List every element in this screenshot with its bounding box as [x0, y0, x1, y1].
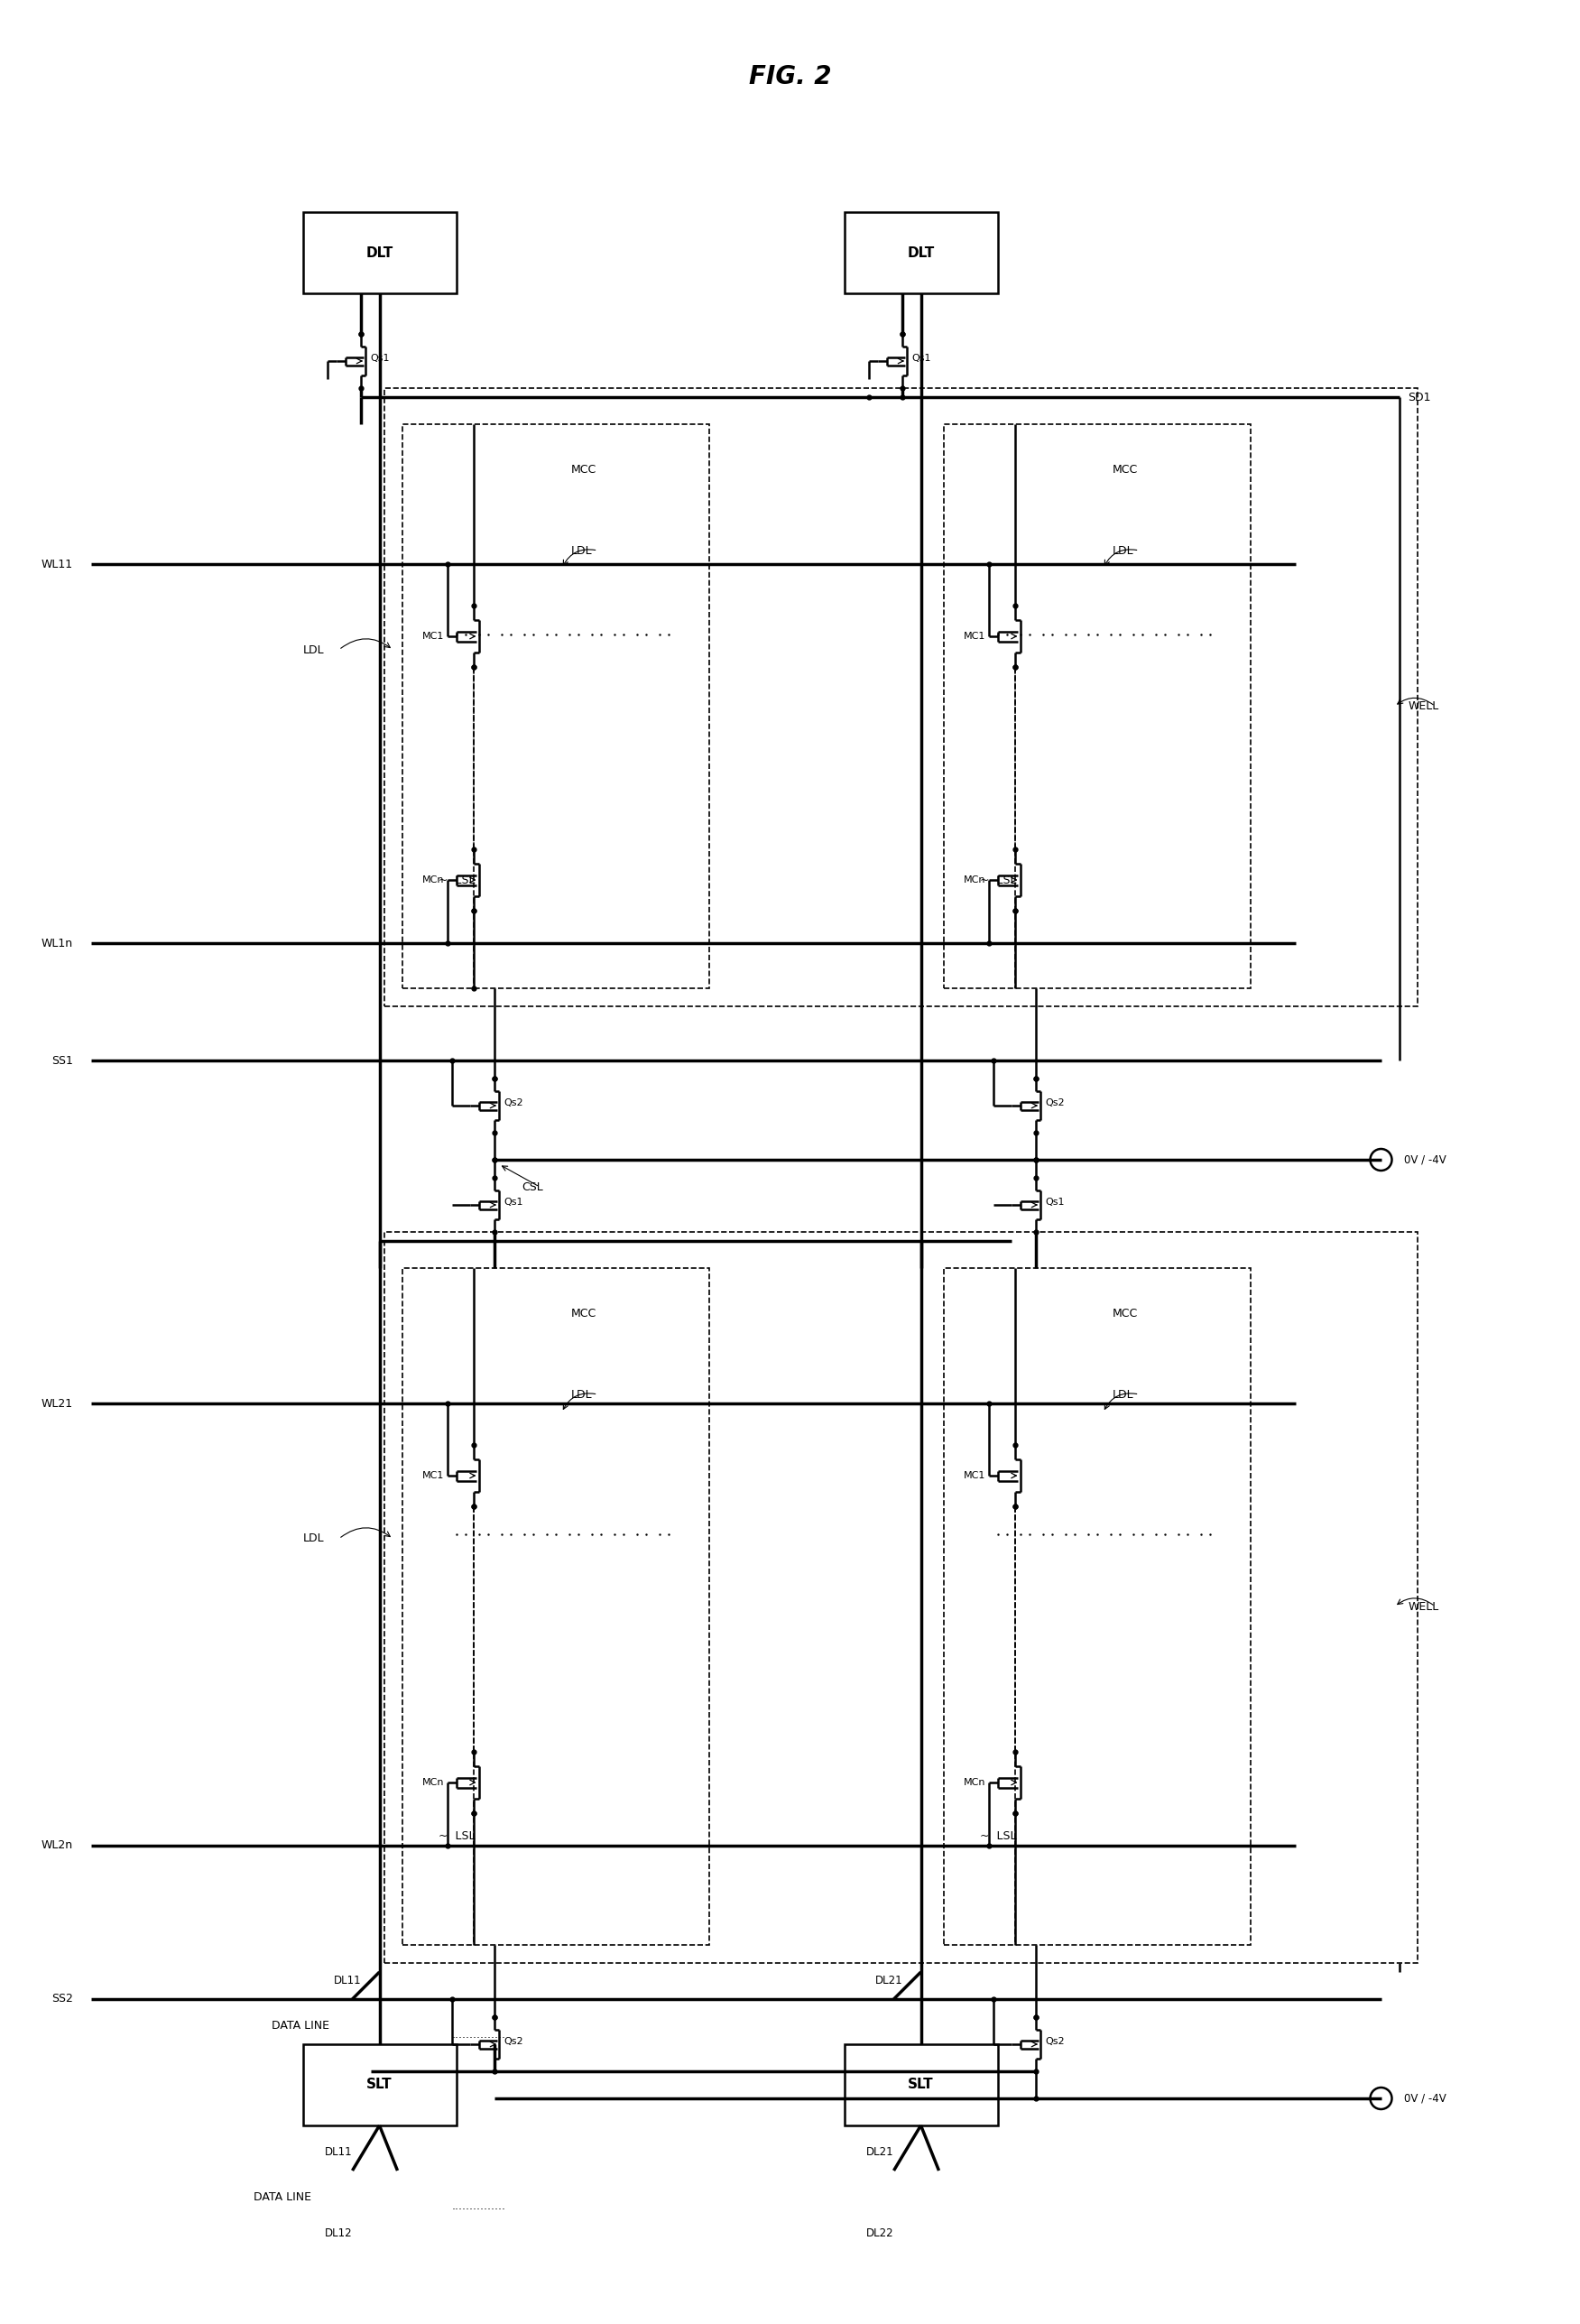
Text: ...............: ............... [452, 2201, 506, 2212]
Text: WL1n: WL1n [41, 937, 73, 948]
Text: MCn: MCn [422, 876, 444, 885]
Text: ~  LSL: ~ LSL [438, 874, 474, 885]
Text: LDL: LDL [570, 1387, 592, 1401]
Text: Qs2: Qs2 [504, 1099, 523, 1109]
Bar [384, 1232, 1417, 1964]
Text: MC1: MC1 [964, 1471, 986, 1480]
Text: WELL: WELL [1408, 700, 1439, 711]
Text: Qs1: Qs1 [1044, 1197, 1065, 1206]
Text: ...............: ............... [452, 2029, 506, 2040]
Text: DL21: DL21 [875, 1975, 902, 1987]
Text: WL21: WL21 [41, 1397, 73, 1408]
Text: DL11: DL11 [333, 1975, 362, 1987]
Bar [384, 388, 1417, 1006]
Text: 0V / -4V: 0V / -4V [1403, 1155, 1446, 1167]
Text: LDL: LDL [570, 544, 592, 555]
Text: Qs2: Qs2 [1044, 1099, 1065, 1109]
Text: 0V / -4V: 0V / -4V [1403, 2092, 1446, 2103]
Text: MCC: MCC [1112, 462, 1138, 474]
Text: ~  LSL: ~ LSL [980, 874, 1016, 885]
Text: ~  LSL: ~ LSL [980, 1831, 1016, 1843]
Text: MC1: MC1 [422, 1471, 444, 1480]
Text: Qs1: Qs1 [504, 1197, 523, 1206]
Text: LDL: LDL [1112, 1387, 1133, 1401]
Text: ~  LSL: ~ LSL [438, 1831, 474, 1843]
Bar [943, 425, 1250, 988]
Text: WELL: WELL [1408, 1601, 1439, 1613]
Text: DLT: DLT [367, 246, 393, 260]
Bar [943, 1269, 1250, 1945]
Text: MCn: MCn [964, 876, 986, 885]
Text: LDL: LDL [303, 1534, 324, 1545]
Text: WL2n: WL2n [41, 1841, 73, 1852]
Text: DATA LINE: DATA LINE [272, 2020, 329, 2031]
Bar [401, 425, 709, 988]
Text: DLT: DLT [907, 246, 934, 260]
Bar [844, 2045, 997, 2126]
Text: MCn: MCn [422, 1778, 444, 1787]
Text: Qs2: Qs2 [1044, 2038, 1065, 2045]
Text: MCC: MCC [570, 1308, 596, 1320]
Text: DL11: DL11 [325, 2147, 352, 2159]
Text: DL21: DL21 [866, 2147, 894, 2159]
Text: CSL: CSL [521, 1181, 544, 1192]
Bar [844, 211, 997, 293]
Text: Qs1: Qs1 [912, 353, 931, 363]
Text: MCn: MCn [964, 1778, 986, 1787]
Text: LDL: LDL [303, 644, 324, 655]
Text: FIG. 2: FIG. 2 [749, 65, 831, 88]
Bar [303, 2045, 457, 2126]
Text: WL11: WL11 [41, 558, 73, 569]
Bar [401, 1269, 709, 1945]
Text: Qs2: Qs2 [504, 2038, 523, 2045]
Text: Qs1: Qs1 [370, 353, 389, 363]
Text: LDL: LDL [1112, 544, 1133, 555]
Text: DL22: DL22 [866, 2229, 894, 2240]
Text: MCC: MCC [1112, 1308, 1138, 1320]
Text: MC1: MC1 [964, 632, 986, 641]
Text: MCC: MCC [570, 462, 596, 474]
Text: DL12: DL12 [325, 2229, 352, 2240]
Text: SLT: SLT [908, 2078, 934, 2092]
Text: SS2: SS2 [51, 1994, 73, 2006]
Text: SS1: SS1 [51, 1055, 73, 1067]
Text: SD1: SD1 [1408, 390, 1431, 402]
Text: MC1: MC1 [422, 632, 444, 641]
Text: SLT: SLT [367, 2078, 392, 2092]
Bar [303, 211, 457, 293]
Text: DATA LINE: DATA LINE [253, 2192, 311, 2203]
